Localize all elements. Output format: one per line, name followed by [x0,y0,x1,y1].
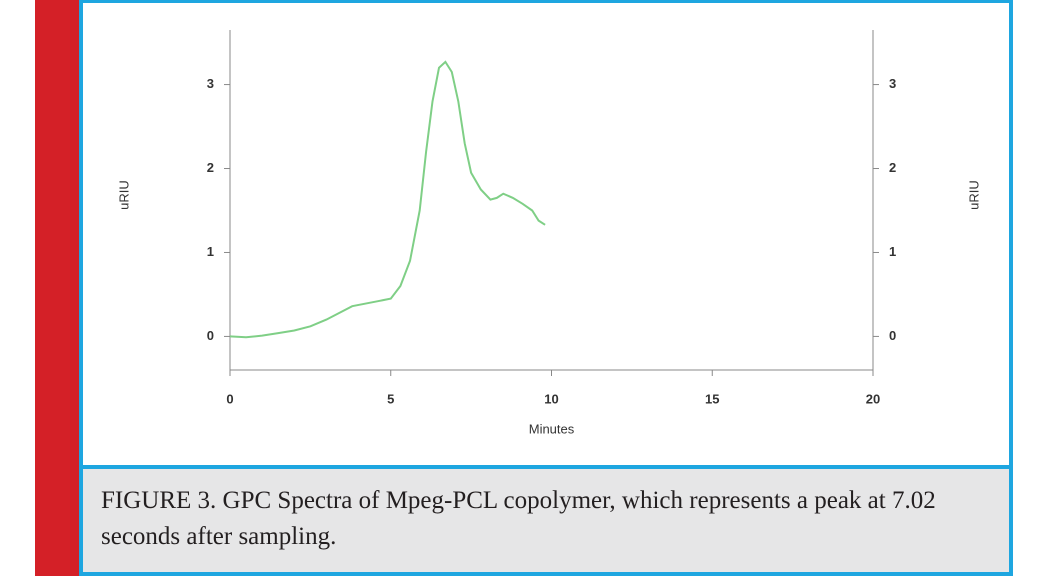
x-tick-label: 15 [705,391,719,406]
y-tick-label: 1 [207,244,214,259]
caption-panel: FIGURE 3. GPC Spectra of Mpeg-PCL copoly… [79,465,1013,576]
x-tick-label: 5 [387,391,394,406]
y-tick-label: 0 [207,328,214,343]
y2-tick-label: 1 [889,244,896,259]
x-axis-label: Minutes [529,421,575,436]
y-tick-label: 3 [207,76,214,91]
y2-tick-label: 0 [889,328,896,343]
y2-axis-label: uRIU [966,180,981,210]
chart-panel [79,0,1013,469]
data-line [229,60,546,339]
y-axis-label: uRIU [116,180,131,210]
x-tick-label: 10 [544,391,558,406]
x-tick-label: 0 [226,391,233,406]
side-bar [35,0,79,576]
y2-tick-label: 2 [889,160,896,175]
y-tick-label: 2 [207,160,214,175]
caption: FIGURE 3. GPC Spectra of Mpeg-PCL copoly… [101,487,936,550]
x-tick-label: 20 [866,391,880,406]
y2-tick-label: 3 [889,76,896,91]
